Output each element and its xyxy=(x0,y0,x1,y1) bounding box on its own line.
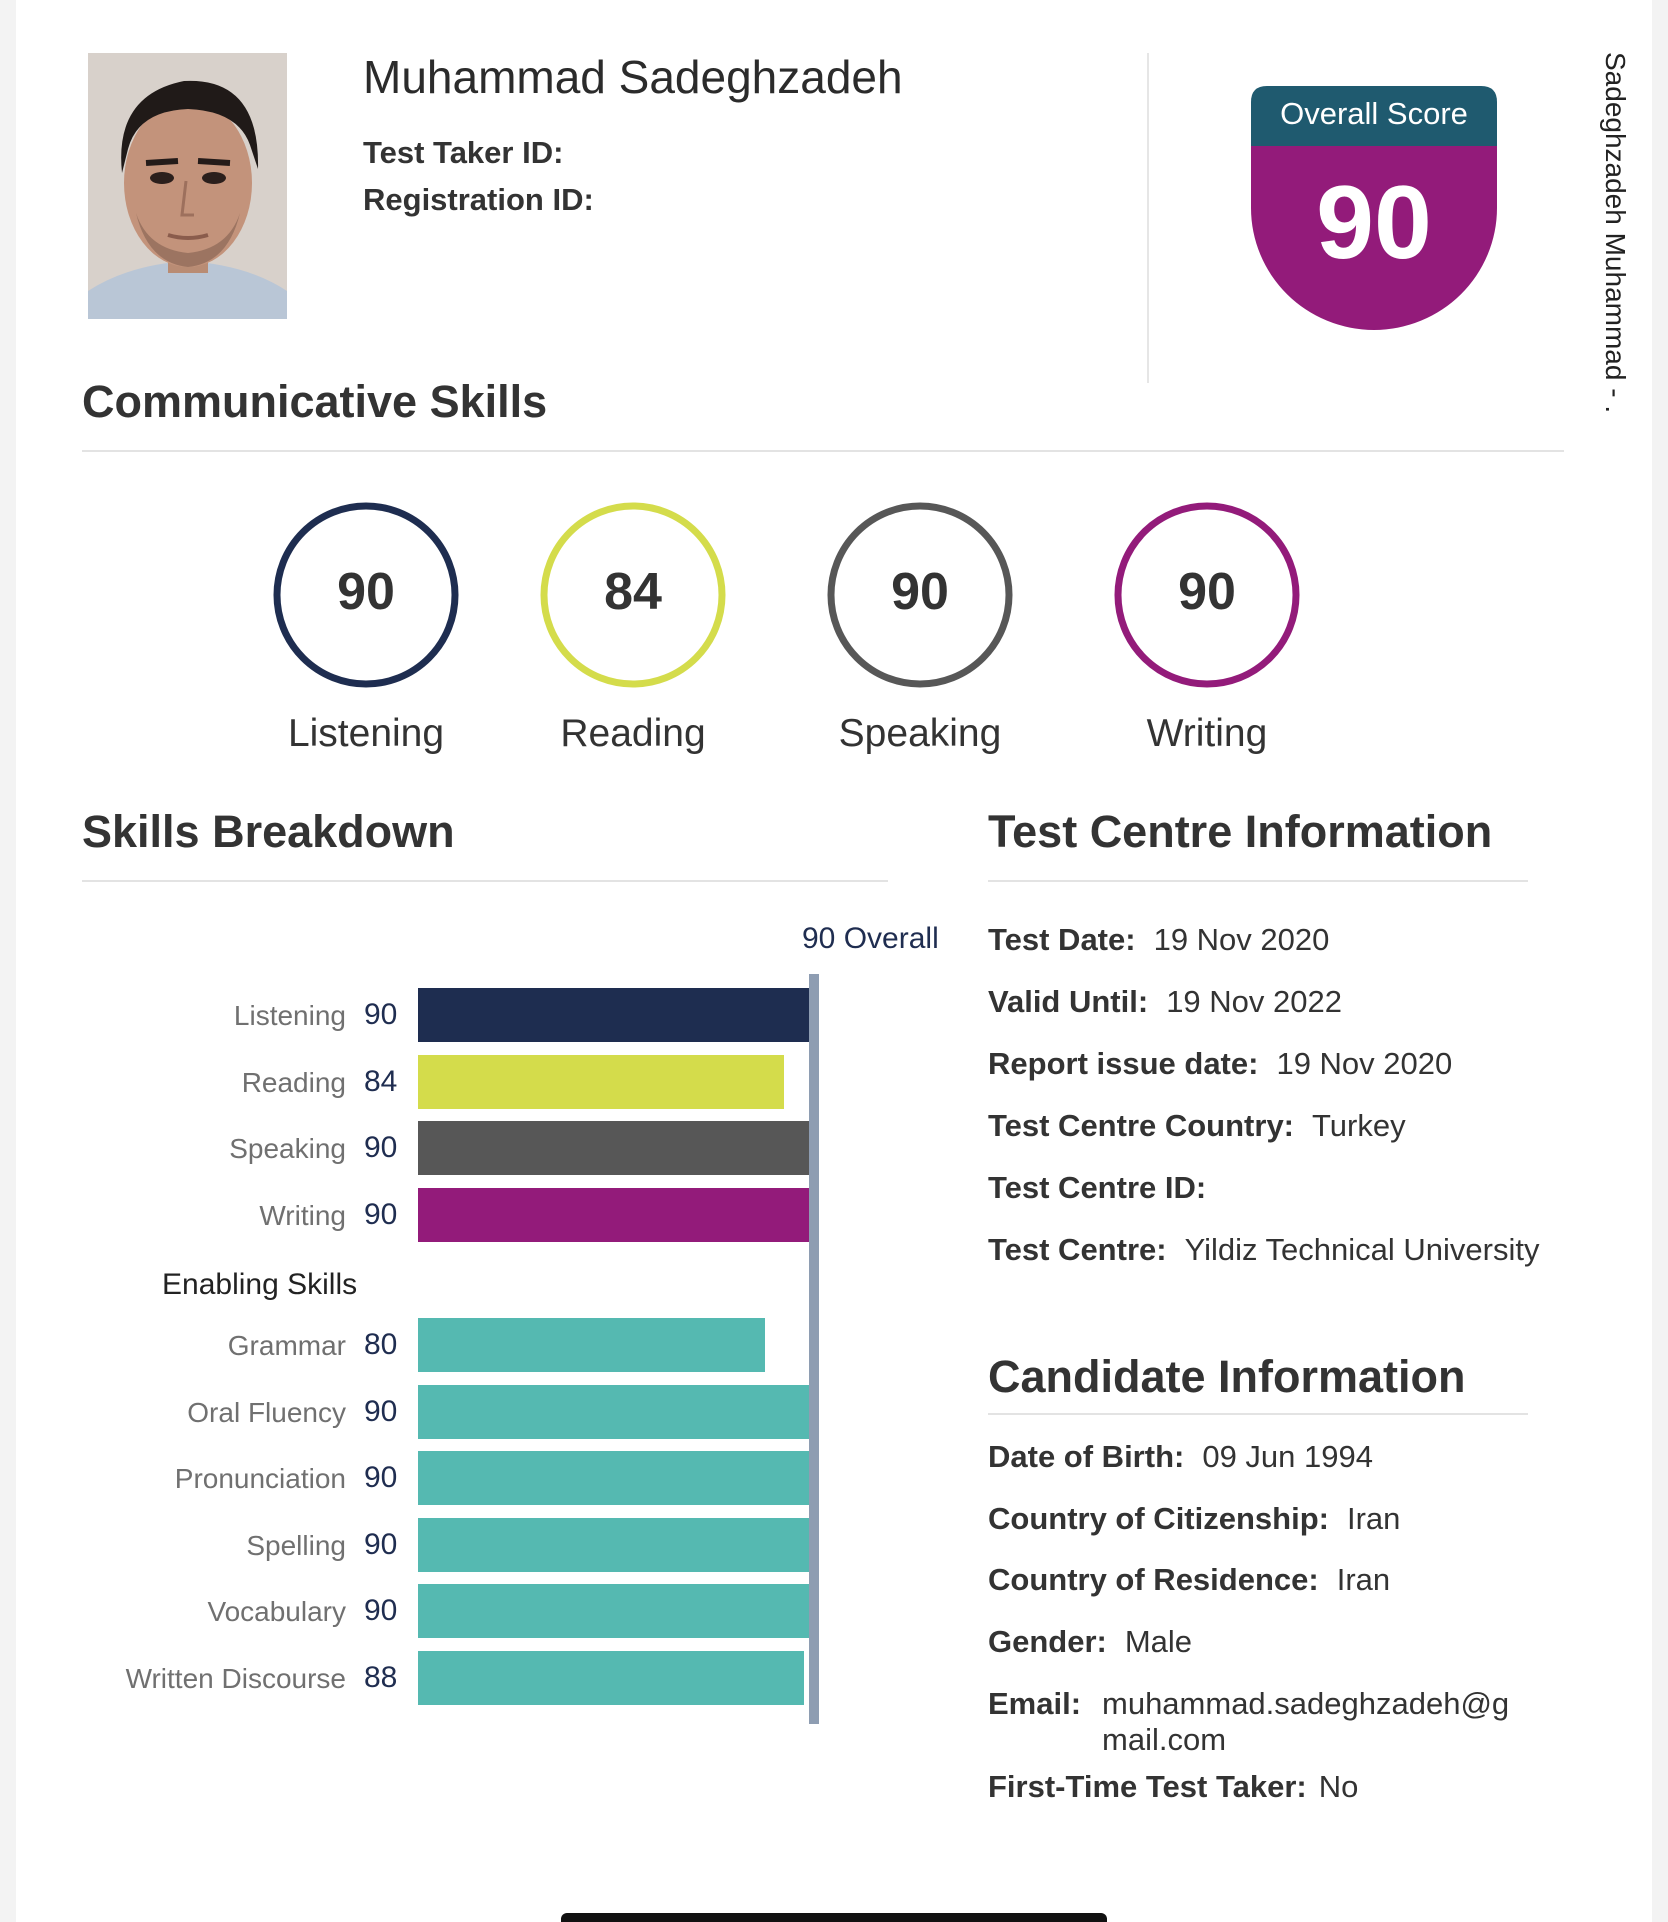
reading-score-value: 84 xyxy=(604,563,662,621)
listening-ring-label: Listening xyxy=(287,712,445,755)
overall-reference-line xyxy=(809,974,819,1724)
test-centre-title: Test Centre Information xyxy=(988,806,1493,857)
overall-score-label: Overall Score xyxy=(1280,96,1468,131)
test-centre-row: Test Centre: Yildiz Technical University xyxy=(988,1232,1540,1267)
citizenship-row: Country of Citizenship: Iran xyxy=(988,1501,1401,1536)
speaking-score-ring: 90 xyxy=(825,500,1015,690)
badge-shape-icon xyxy=(1251,86,1497,330)
bar-oral-fluency xyxy=(418,1385,814,1439)
communicative-skills-title: Communicative Skills xyxy=(82,376,548,427)
overall-score-badge: Overall Score 90 xyxy=(1251,86,1497,330)
side-vertical-text: Sadeghzadeh Muhammad - ... xyxy=(1600,52,1631,412)
bar-label-oral-fluency: Oral Fluency xyxy=(187,1397,346,1428)
score-report-page: Muhammad Sadeghzadeh Test Taker ID: Regi… xyxy=(16,0,1652,1922)
overall-score-value: 90 xyxy=(1316,165,1432,281)
bar-value-reading: 84 xyxy=(364,1065,398,1098)
bar-label-writing: Writing xyxy=(259,1200,346,1231)
speaking-score-value: 90 xyxy=(891,563,949,621)
candidate-divider xyxy=(988,1413,1528,1415)
bar-value-vocabulary: 90 xyxy=(364,1594,398,1627)
writing-ring-label: Writing xyxy=(1146,712,1268,755)
speaking-ring-label: Speaking xyxy=(838,712,1002,755)
communicative-divider xyxy=(82,450,1564,452)
skills-breakdown-chart: 90 Overall Enabling Skills Listening 90 Re… xyxy=(16,910,976,1730)
email-label: Email: xyxy=(988,1686,1082,1721)
report-issue-date-row: Report issue date: 19 Nov 2020 xyxy=(988,1046,1453,1081)
reading-score-ring: 84 xyxy=(538,500,728,690)
bar-value-speaking: 90 xyxy=(364,1131,398,1164)
skills-breakdown-title: Skills Breakdown xyxy=(82,806,455,857)
date-of-birth-row: Date of Birth: 09 Jun 1994 xyxy=(988,1439,1373,1474)
reading-ring-label: Reading xyxy=(560,712,706,755)
home-indicator[interactable] xyxy=(561,1913,1107,1922)
breakdown-divider xyxy=(82,880,888,882)
candidate-info-title: Candidate Information xyxy=(988,1351,1466,1402)
bar-writing xyxy=(418,1188,814,1242)
bar-label-spelling: Spelling xyxy=(246,1530,346,1561)
bar-value-written-discourse: 88 xyxy=(364,1661,398,1694)
residence-row: Country of Residence: Iran xyxy=(988,1562,1391,1597)
bar-reading xyxy=(418,1055,784,1109)
bar-value-grammar: 80 xyxy=(364,1328,398,1361)
listening-score-ring: 90 xyxy=(271,500,461,690)
email-value: muhammad.sadeghzadeh@g mail.com xyxy=(1102,1686,1510,1757)
candidate-name: Muhammad Sadeghzadeh xyxy=(363,51,903,103)
header-divider xyxy=(1147,53,1149,383)
listening-score-value: 90 xyxy=(337,563,395,621)
bar-written-discourse xyxy=(418,1651,804,1705)
first-time-taker-row: First-Time Test Taker: No xyxy=(988,1769,1359,1804)
candidate-photo xyxy=(88,53,287,319)
bar-label-grammar: Grammar xyxy=(227,1330,346,1361)
bar-value-writing: 90 xyxy=(364,1198,398,1231)
bar-value-spelling: 90 xyxy=(364,1528,398,1561)
bar-label-pronunciation: Pronunciation xyxy=(174,1463,346,1494)
bar-label-vocabulary: Vocabulary xyxy=(207,1596,346,1627)
bar-listening xyxy=(418,988,814,1042)
test-date-row: Test Date: 19 Nov 2020 xyxy=(988,922,1330,957)
gender-row: Gender: Male xyxy=(988,1624,1193,1659)
test-taker-id-label: Test Taker ID: xyxy=(363,135,564,170)
bar-label-listening: Listening xyxy=(233,1000,346,1031)
bar-label-reading: Reading xyxy=(241,1067,346,1098)
person-photo-icon xyxy=(88,53,287,319)
bar-value-listening: 90 xyxy=(364,998,398,1031)
writing-score-value: 90 xyxy=(1178,563,1236,621)
bar-vocabulary xyxy=(418,1584,814,1638)
test-centre-id-row: Test Centre ID: xyxy=(988,1170,1207,1205)
bar-grammar xyxy=(418,1318,765,1372)
enabling-skills-heading: Enabling Skills xyxy=(162,1268,358,1301)
bar-value-oral-fluency: 90 xyxy=(364,1395,398,1428)
valid-until-row: Valid Until: 19 Nov 2022 xyxy=(988,984,1342,1019)
registration-id-label: Registration ID: xyxy=(363,182,594,217)
bar-pronunciation xyxy=(418,1451,814,1505)
bar-value-pronunciation: 90 xyxy=(364,1461,398,1494)
writing-score-ring: 90 xyxy=(1112,500,1302,690)
test-centre-country-row: Test Centre Country: Turkey xyxy=(988,1108,1406,1143)
bar-label-speaking: Speaking xyxy=(229,1133,346,1164)
bar-spelling xyxy=(418,1518,814,1572)
bar-speaking xyxy=(418,1121,814,1175)
bar-label-written-discourse: Written Discourse xyxy=(125,1663,346,1694)
test-centre-divider xyxy=(988,880,1528,882)
overall-reference-label: 90 Overall xyxy=(802,922,939,955)
